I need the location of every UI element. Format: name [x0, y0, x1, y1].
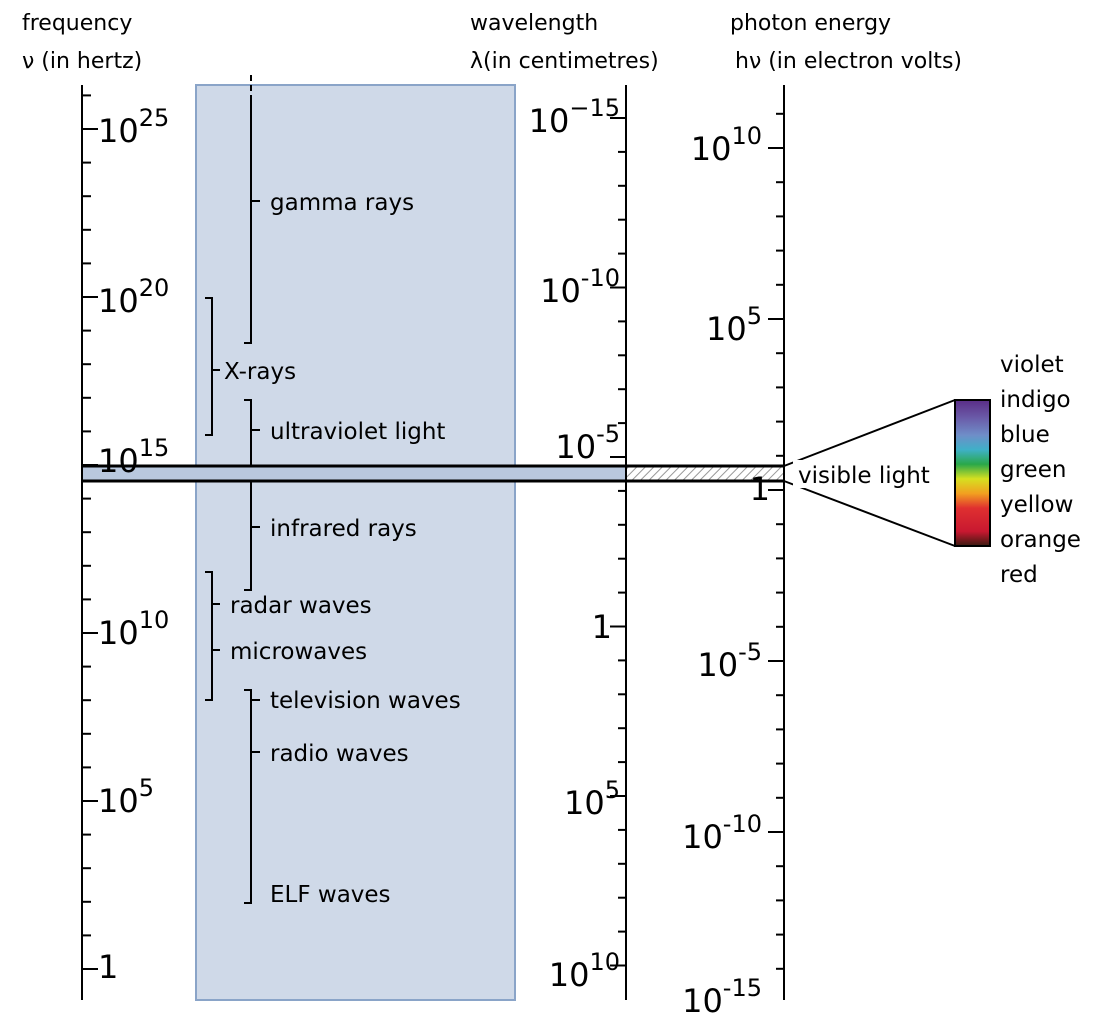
- freq-tick-label: 1010: [98, 606, 169, 652]
- wavelength-tick-label: 10−15: [529, 94, 620, 140]
- energy-tick-label: 10-15: [682, 974, 762, 1016]
- color-violet: violet: [1000, 352, 1064, 378]
- wavelength-tick-label: 10-5: [555, 420, 620, 466]
- visible-band: [82, 466, 626, 481]
- microwaves-label: microwaves: [230, 639, 367, 665]
- xray-bracket: [205, 297, 213, 436]
- frequency-header: frequency: [22, 11, 132, 36]
- x-rays-label: X-rays: [224, 359, 296, 385]
- ultraviolet-label: ultraviolet light: [270, 419, 445, 445]
- television-waves-label: television waves: [270, 688, 461, 714]
- infrared-label: infrared rays: [270, 516, 417, 542]
- wavelength-tick-label: 105: [564, 776, 620, 822]
- frequency-unit: ν (in hertz): [22, 49, 142, 74]
- energy-tick-label: 1010: [691, 122, 762, 168]
- visible-band-hatch: [626, 466, 784, 481]
- band-panel: [195, 84, 516, 1001]
- wavelength-tick-labels: 10−15 10-10 10-5 1 105 1010: [529, 94, 620, 994]
- freq-tick-label: 105: [98, 774, 154, 820]
- band-labels: gamma rays X-rays ultraviolet light infr…: [224, 190, 461, 908]
- frequency-tick-labels: 1025 1020 1015 1010 105 1: [98, 104, 169, 986]
- freq-tick-label: 1: [98, 948, 118, 986]
- energy-unit: hν (in electron volts): [735, 49, 962, 74]
- color-green: green: [1000, 457, 1066, 483]
- energy-tick-labels: 1010 105 1 10-5 10-10 10-15: [682, 122, 770, 1016]
- infrared-bracket: [244, 481, 252, 591]
- visible-light-label: visible light: [798, 463, 930, 489]
- spectrum-color-labels: violet indigo blue green yellow orange r…: [1000, 352, 1081, 588]
- radio-waves-label: radio waves: [270, 741, 409, 767]
- visible-light-callout: visible light: [783, 399, 991, 547]
- ultraviolet-bracket: [244, 399, 252, 466]
- energy-tick-label: 105: [706, 302, 762, 348]
- radar-waves-label: radar waves: [230, 593, 372, 619]
- color-indigo: indigo: [1000, 387, 1071, 413]
- gamma-bracket: [244, 100, 252, 344]
- energy-header: photon energy: [730, 11, 891, 36]
- radio-bracket: [244, 689, 252, 904]
- color-red: red: [1000, 562, 1038, 588]
- wavelength-tick-label: 1: [592, 608, 612, 646]
- color-orange: orange: [1000, 527, 1081, 553]
- freq-tick-label: 1015: [98, 434, 169, 480]
- energy-tick-label: 10-5: [697, 638, 762, 684]
- wavelength-tick-label: 1010: [549, 948, 620, 994]
- color-blue: blue: [1000, 422, 1050, 448]
- wavelength-unit: λ(in centimetres): [470, 49, 659, 74]
- freq-tick-label: 1025: [98, 104, 169, 150]
- elf-waves-label: ELF waves: [270, 882, 391, 908]
- wavelength-tick-label: 10-10: [540, 264, 620, 310]
- energy-tick-label: 10-10: [682, 810, 762, 856]
- color-yellow: yellow: [1000, 492, 1073, 518]
- visible-spectrum-bar: [954, 399, 991, 547]
- freq-tick-label: 1020: [98, 274, 169, 320]
- band-brackets: [205, 75, 260, 904]
- wavelength-header: wavelength: [470, 11, 598, 36]
- energy-tick-label: 1: [750, 470, 770, 508]
- radar-microwave-bracket: [205, 571, 213, 701]
- gamma-rays-label: gamma rays: [270, 190, 414, 216]
